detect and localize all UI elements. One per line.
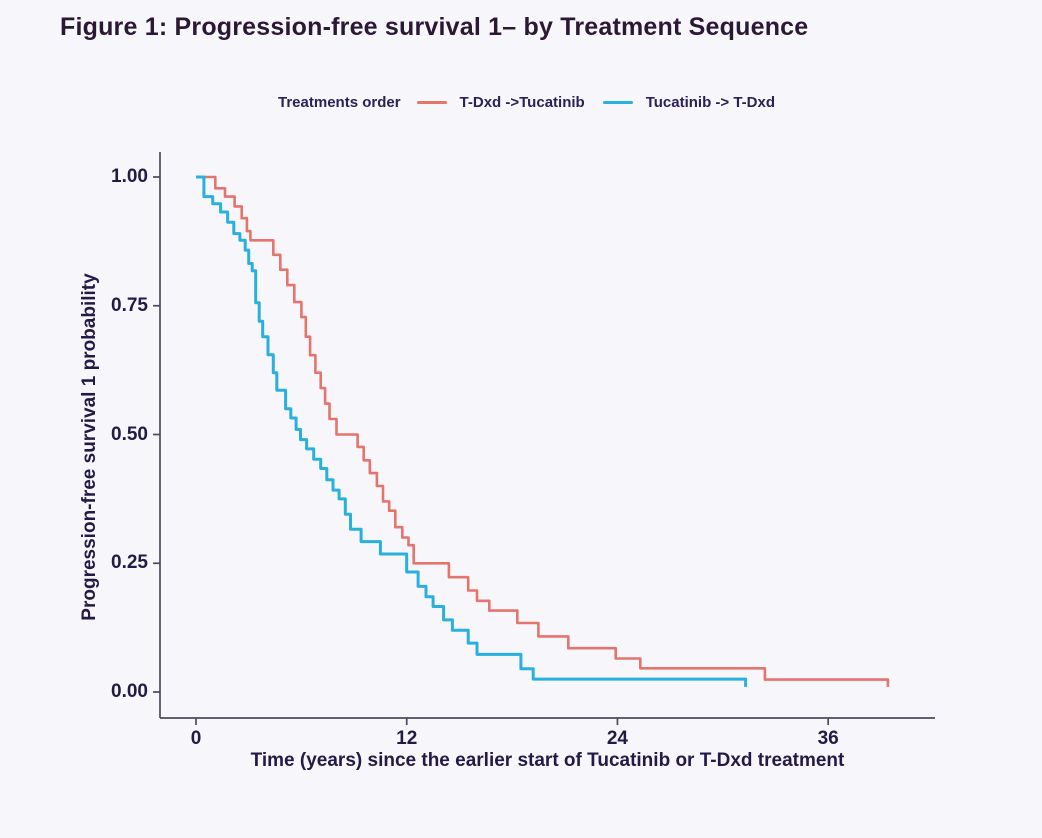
y-tick-label: 0.75 xyxy=(111,294,148,316)
y-tick-label: 1.00 xyxy=(111,166,148,187)
y-axis-title: Progression-free survival 1 probability xyxy=(79,273,100,621)
km-curve-tucatinib-first xyxy=(196,175,748,687)
chart-legend: Treatments order T-Dxd ->Tucatinib Tucat… xyxy=(278,94,793,111)
legend-key-line-tdxd-first xyxy=(416,101,447,104)
legend-label-tucatinib-first: Tucatinib -> T-Dxd xyxy=(645,94,776,111)
figure-title: Figure 1: Progression-free survival 1– b… xyxy=(60,13,809,41)
y-tick-label: 0.50 xyxy=(111,423,148,445)
x-tick-label: 36 xyxy=(817,728,839,749)
km-curve-tdxd-first xyxy=(196,175,890,687)
x-tick-label: 24 xyxy=(606,728,628,749)
legend-title: Treatments order xyxy=(278,94,401,111)
legend-entry-tucatinib-first: Tucatinib -> T-Dxd xyxy=(602,94,776,111)
legend-key-line-tucatinib-first xyxy=(602,101,633,104)
x-tick-label: 12 xyxy=(396,728,418,749)
y-tick-label: 0.00 xyxy=(111,681,148,702)
legend-label-tdxd-first: T-Dxd ->Tucatinib xyxy=(459,94,585,111)
legend-entry-tdxd-first: T-Dxd ->Tucatinib xyxy=(416,94,585,111)
x-axis-title: Time (years) since the earlier start of … xyxy=(250,750,845,771)
x-tick-label: 0 xyxy=(190,728,202,749)
y-tick-label: 0.25 xyxy=(111,552,148,574)
